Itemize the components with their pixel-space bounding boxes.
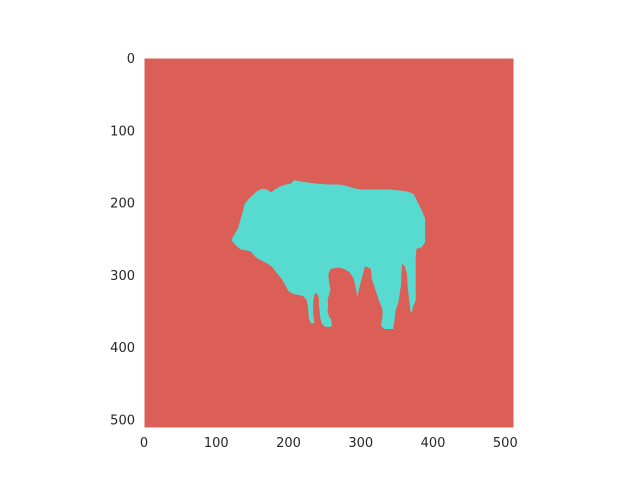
plot-area xyxy=(143,57,515,429)
y-tick-label: 200 xyxy=(110,197,135,212)
mask-region-class-1 xyxy=(231,180,426,329)
x-tick-label: 300 xyxy=(348,436,373,451)
y-tick-label: 100 xyxy=(110,124,135,139)
y-tick-label: 300 xyxy=(110,269,135,284)
x-axis: 0 100 200 300 400 500 xyxy=(140,436,518,451)
plot-frame xyxy=(143,57,515,429)
y-axis: 0 100 200 300 400 500 xyxy=(110,52,135,428)
y-tick-label: 0 xyxy=(127,52,135,67)
y-tick-label: 400 xyxy=(110,341,135,356)
x-tick-label: 400 xyxy=(421,436,446,451)
y-tick-label: 500 xyxy=(110,413,135,428)
x-tick-label: 0 xyxy=(140,436,148,451)
x-tick-label: 100 xyxy=(204,436,229,451)
x-tick-label: 500 xyxy=(493,436,518,451)
x-tick-label: 200 xyxy=(276,436,301,451)
